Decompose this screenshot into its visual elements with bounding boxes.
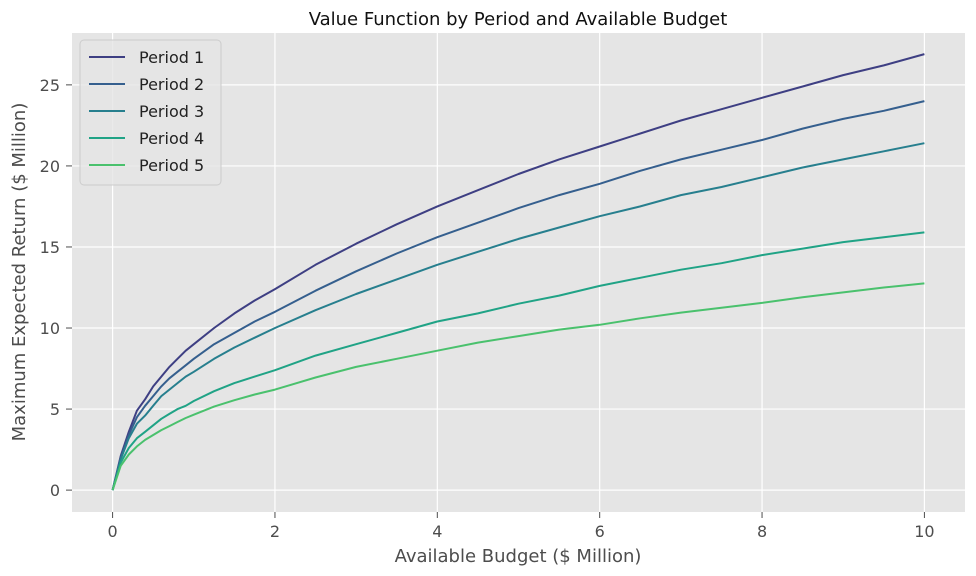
series-line-period-2 xyxy=(111,100,925,491)
x-axis-label: Available Budget ($ Million) xyxy=(395,546,642,567)
y-axis-label: Maximum Expected Return ($ Million) xyxy=(9,103,30,442)
y-axis-ticks: 0 5 10 15 20 25 xyxy=(40,76,72,500)
series-line-period-4 xyxy=(111,231,925,491)
legend-label-period-1: Period 1 xyxy=(139,48,204,67)
y-tick-label: 15 xyxy=(40,238,60,257)
y-tick-label: 5 xyxy=(50,400,60,419)
series-line-period-5 xyxy=(111,282,925,491)
series-line-period-3 xyxy=(111,142,925,491)
chart-title: Value Function by Period and Available B… xyxy=(309,9,728,30)
x-tick-label: 2 xyxy=(270,522,280,541)
legend-label-period-3: Period 3 xyxy=(139,102,204,121)
legend-label-period-5: Period 5 xyxy=(139,156,204,175)
y-tick-label: 0 xyxy=(50,481,60,500)
legend: Period 1 Period 2 Period 3 Period 4 Period 5 xyxy=(79,39,222,186)
y-tick-label: 20 xyxy=(40,157,60,176)
series-line-period-1 xyxy=(111,53,925,491)
series-lines xyxy=(111,53,925,491)
x-axis-ticks: 0 2 4 6 8 10 xyxy=(107,512,935,541)
x-tick-label: 4 xyxy=(432,522,442,541)
x-tick-label: 10 xyxy=(914,522,934,541)
legend-box xyxy=(79,39,222,186)
legend-label-period-4: Period 4 xyxy=(139,129,204,148)
y-tick-label: 10 xyxy=(40,319,60,338)
y-tick-label: 25 xyxy=(40,76,60,95)
x-tick-label: 0 xyxy=(107,522,117,541)
legend-label-period-2: Period 2 xyxy=(139,75,204,94)
x-tick-label: 8 xyxy=(757,522,767,541)
x-tick-label: 6 xyxy=(595,522,605,541)
